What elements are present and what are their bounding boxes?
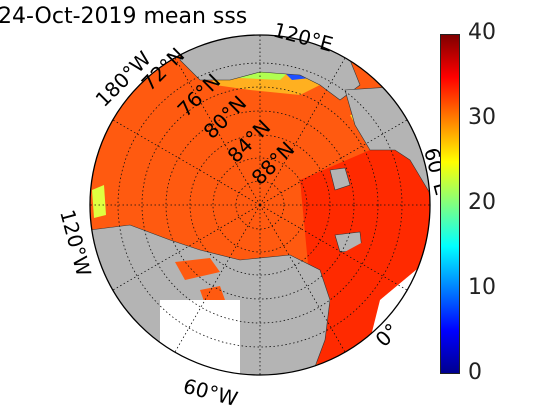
- archipelago-channel-2: [200, 286, 225, 304]
- bering-low-salinity: [92, 185, 106, 218]
- colorbar-tick-0: 0: [468, 360, 482, 385]
- colorbar-tick-10: 10: [468, 275, 496, 300]
- svalbard-island: [329, 167, 351, 191]
- colorbar-tick-30: 30: [468, 105, 496, 130]
- archipelago-channel: [175, 258, 220, 280]
- colorbar: [440, 34, 460, 374]
- colorbar-tick-40: 40: [468, 20, 496, 45]
- colorbar-tick-20: 20: [468, 190, 496, 215]
- map-title: 24-Oct-2019 mean sss: [0, 4, 248, 29]
- map-frame-circle: [89, 34, 431, 376]
- longitude-grid: [90, 35, 430, 375]
- label-lon-60w: 60°W: [181, 374, 241, 412]
- no-data-region: [160, 300, 240, 375]
- latitude-grid: [117, 62, 403, 348]
